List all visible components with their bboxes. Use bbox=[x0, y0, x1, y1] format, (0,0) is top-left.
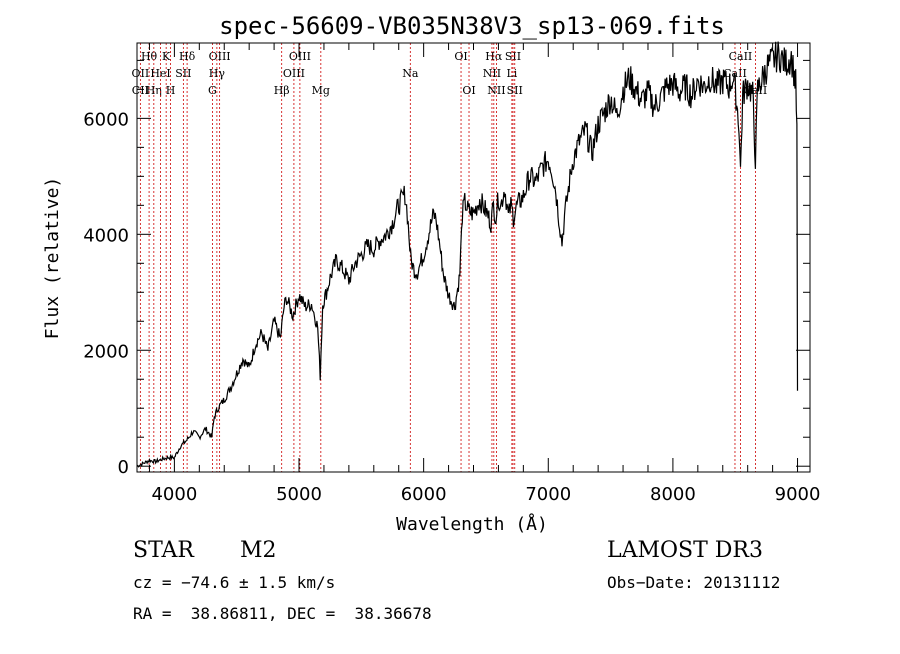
spectral-line-label: OII bbox=[132, 67, 150, 80]
x-tick-label: 6000 bbox=[401, 484, 447, 505]
y-tick-label: 6000 bbox=[83, 109, 129, 130]
x-tick-label: 4000 bbox=[151, 484, 197, 505]
spectral-line-label: Hα bbox=[485, 50, 503, 63]
flux-line bbox=[136, 41, 799, 468]
object-class: STAR bbox=[133, 538, 194, 563]
x-tick-label: 5000 bbox=[276, 484, 322, 505]
y-tick-label: 0 bbox=[118, 457, 129, 478]
axis-ticks: 4000 5000 6000 7000 8000 9000 0 2000 4000 6000 bbox=[83, 43, 820, 505]
spectral-line-label: G bbox=[208, 84, 217, 97]
survey-name: LAMOST DR3 bbox=[607, 538, 763, 563]
redshift-velocity: cz = −74.6 ± 1.5 km/s bbox=[133, 573, 336, 592]
spectral-line-label: CII bbox=[132, 84, 149, 97]
coordinates: RA = 38.86811, DEC = 38.36678 bbox=[133, 604, 432, 623]
spectral-line-label: Hη bbox=[146, 84, 162, 97]
spectral-line-label: SII bbox=[507, 84, 523, 97]
spectral-line-label: Li bbox=[506, 67, 517, 80]
y-tick-label: 4000 bbox=[83, 225, 129, 246]
spectral-line-label: Hθ bbox=[141, 50, 158, 63]
object-subclass: M2 bbox=[240, 538, 277, 563]
observation-date: Obs−Date: 20131112 bbox=[607, 573, 781, 592]
spectral-line-label: H bbox=[166, 84, 176, 97]
spectral-line-label: OI bbox=[454, 50, 467, 63]
spectral-line-label: NII bbox=[487, 84, 505, 97]
spectral-line-label: K bbox=[162, 50, 171, 63]
spectral-line-label: OIII bbox=[283, 67, 305, 80]
spectral-line-label: OI bbox=[462, 84, 475, 97]
spectral-line-label: Na bbox=[402, 67, 419, 80]
spectral-line-label: NII bbox=[483, 67, 501, 80]
x-tick-label: 9000 bbox=[775, 484, 821, 505]
spectral-line-label: Hβ bbox=[274, 84, 290, 97]
spectral-line-label: SII bbox=[175, 67, 191, 80]
spectral-line-label: Mg bbox=[312, 84, 330, 97]
spectral-line-label: CaII bbox=[729, 50, 753, 63]
spectral-line-label: HeI bbox=[150, 67, 170, 80]
x-tick-label: 7000 bbox=[525, 484, 571, 505]
y-axis-label: Flux (relative) bbox=[42, 177, 63, 340]
spectral-line-label: OIII bbox=[289, 50, 311, 63]
chart-title: spec-56609-VB035N38V3_sp13-069.fits bbox=[219, 12, 725, 40]
plot-frame bbox=[136, 42, 811, 473]
spectral-line-label: SII bbox=[505, 50, 521, 63]
x-tick-label: 8000 bbox=[650, 484, 696, 505]
spectral-line-markers: CII Hθ OII Hη HeI K H SII Hδ OIII Hγ G Hβ OIII OIII Mg N… bbox=[132, 43, 767, 472]
spectral-line-label: Hγ bbox=[209, 67, 226, 80]
spectral-line-label: OIII bbox=[209, 50, 231, 63]
y-tick-label: 2000 bbox=[83, 341, 129, 362]
spectral-line-label: Hδ bbox=[179, 50, 196, 63]
x-axis-label: Wavelength (Å) bbox=[396, 513, 548, 535]
